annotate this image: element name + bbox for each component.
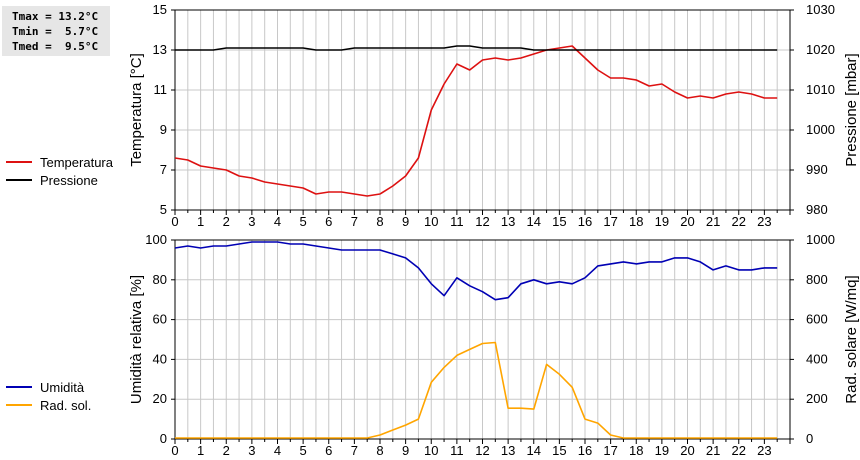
hum-x-tick-label: 9 (402, 443, 409, 458)
temp-x-tick-label: 21 (706, 214, 720, 229)
temp-y-left-tick-label: 5 (160, 202, 167, 217)
temp-y-right-tick-label: 980 (806, 202, 828, 217)
temp-y-right-tick-label: 1000 (806, 122, 835, 137)
hum-x-tick-label: 6 (325, 443, 332, 458)
temp-x-tick-label: 23 (757, 214, 771, 229)
legend-swatch-pressione (6, 179, 32, 181)
hum-x-tick-label: 3 (248, 443, 255, 458)
hum-x-tick-label: 11 (450, 443, 464, 458)
hum-x-tick-label: 8 (376, 443, 383, 458)
hum-y-left-tick-label: 40 (153, 351, 167, 366)
hum-y-left-tick-label: 60 (153, 312, 167, 327)
temp-y-left-tick-label: 15 (153, 2, 167, 17)
legend-item-pressione: Pressione (6, 171, 113, 189)
temp-y-right-tick-label: 1030 (806, 2, 835, 17)
hum-x-tick-label: 19 (655, 443, 669, 458)
hum-y-right-tick-label: 400 (806, 351, 828, 366)
hum-x-tick-label: 18 (629, 443, 643, 458)
hum-x-tick-label: 4 (274, 443, 281, 458)
temp-y-left-tick-label: 11 (154, 82, 168, 97)
hum-series-umidit-line (174, 241, 778, 301)
hum-y-left-title: Umidità relativa [%] (128, 275, 145, 404)
hum-x-tick-label: 20 (680, 443, 694, 458)
hum-x-tick-label: 22 (732, 443, 746, 458)
temp-x-tick-label: 15 (552, 214, 566, 229)
temp-x-tick-label: 1 (197, 214, 204, 229)
hum-x-tick-label: 21 (706, 443, 720, 458)
legend-item-umidita: Umidità (6, 378, 91, 396)
temp-x-tick-label: 8 (376, 214, 383, 229)
temp-y-left-tick-label: 7 (160, 162, 167, 177)
temp-y-left-tick-label: 9 (160, 122, 167, 137)
hum-y-right-tick-label: 200 (806, 391, 828, 406)
hum-x-tick-label: 14 (527, 443, 541, 458)
legend-bottom: Umidità Rad. sol. (6, 378, 91, 414)
hum-y-right-tick-label: 800 (806, 272, 828, 287)
temp-x-tick-label: 9 (402, 214, 409, 229)
temp-x-tick-label: 20 (680, 214, 694, 229)
temp-x-tick-label: 16 (578, 214, 592, 229)
hum-x-tick-label: 2 (223, 443, 230, 458)
temp-x-tick-label: 18 (629, 214, 643, 229)
hum-x-tick-label: 5 (300, 443, 307, 458)
legend-top: Temperatura Pressione (6, 153, 113, 189)
tmed-text: Tmed = 9.5°C (12, 40, 99, 53)
temp-y-left-title: Temperatura [°C] (128, 53, 145, 167)
temp-x-tick-label: 5 (300, 214, 307, 229)
legend-swatch-temperatura (6, 161, 32, 163)
hum-x-tick-label: 23 (757, 443, 771, 458)
temp-x-tick-label: 6 (325, 214, 332, 229)
hum-y-left-tick-label: 0 (160, 431, 167, 446)
hum-y-right-tick-label: 0 (806, 431, 813, 446)
hum-y-right-title: Rad. solare [W/mq] (843, 275, 860, 403)
legend-label-rad: Rad. sol. (40, 397, 92, 413)
statistics-box: Tmax = 13.2°C Tmin = 5.7°C Tmed = 9.5°C (2, 6, 110, 56)
temp-x-tick-label: 7 (351, 214, 358, 229)
hum-x-tick-label: 7 (351, 443, 358, 458)
hum-x-tick-label: 0 (171, 443, 178, 458)
temp-x-tick-label: 17 (603, 214, 617, 229)
legend-swatch-umidita (6, 386, 32, 388)
temp-x-tick-label: 19 (655, 214, 669, 229)
temp-x-tick-label: 0 (171, 214, 178, 229)
legend-label-pressione: Pressione (40, 172, 98, 188)
hum-x-tick-label: 15 (552, 443, 566, 458)
hum-x-tick-label: 17 (603, 443, 617, 458)
legend-item-temperatura: Temperatura (6, 153, 113, 171)
temp-x-tick-label: 4 (274, 214, 281, 229)
temp-x-tick-label: 12 (475, 214, 489, 229)
hum-x-tick-label: 12 (475, 443, 489, 458)
temp-x-tick-label: 13 (501, 214, 515, 229)
temp-y-left-tick-label: 13 (153, 42, 167, 57)
legend-label-umidita: Umidità (40, 379, 85, 395)
temp-series-temperatura-line (174, 45, 778, 197)
temp-x-tick-label: 22 (732, 214, 746, 229)
hum-x-tick-label: 13 (501, 443, 515, 458)
hum-x-tick-label: 16 (578, 443, 592, 458)
temp-x-tick-label: 2 (223, 214, 230, 229)
legend-swatch-rad (6, 404, 32, 406)
temp-x-tick-label: 11 (450, 214, 464, 229)
legend-item-rad: Rad. sol. (6, 396, 91, 414)
temp-y-right-tick-label: 1020 (806, 42, 835, 57)
temp-x-tick-label: 10 (424, 214, 438, 229)
hum-x-tick-label: 10 (424, 443, 438, 458)
temp-y-right-title: Pressione [mbar] (843, 53, 860, 166)
temp-y-right-tick-label: 1010 (806, 82, 835, 97)
tmin-text: Tmin = 5.7°C (12, 25, 99, 38)
hum-y-left-tick-label: 20 (153, 391, 167, 406)
legend-label-temperatura: Temperatura (40, 154, 113, 170)
temp-x-tick-label: 3 (248, 214, 255, 229)
temp-series-pressione-line (175, 45, 778, 51)
tmax-text: Tmax = 13.2°C (12, 10, 99, 23)
hum-x-tick-label: 1 (197, 443, 204, 458)
temp-x-tick-label: 14 (527, 214, 541, 229)
hum-y-right-tick-label: 1000 (806, 232, 835, 247)
hum-y-left-tick-label: 100 (145, 232, 167, 247)
hum-y-right-tick-label: 600 (806, 312, 828, 327)
hum-y-left-tick-label: 80 (153, 272, 167, 287)
temp-y-right-tick-label: 990 (806, 162, 828, 177)
hum-series-rad-sol-line (175, 341, 778, 439)
